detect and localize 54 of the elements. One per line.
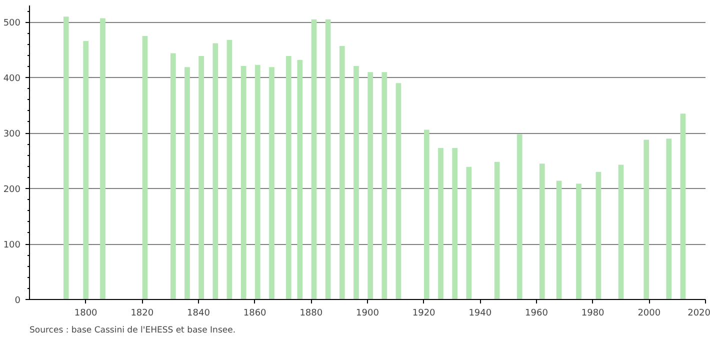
x-tick-label: 1900 — [356, 308, 380, 318]
bar — [184, 67, 190, 300]
y-tick-label: 500 — [3, 18, 21, 29]
bar — [226, 40, 232, 300]
bar — [286, 56, 292, 300]
y-tick-label: 100 — [3, 240, 21, 251]
bar — [666, 138, 672, 300]
y-tick-label: 400 — [3, 74, 21, 84]
source-note: Sources : base Cassini de l'EHESS et base Insee. — [30, 326, 236, 336]
x-tick-label: 1800 — [74, 308, 98, 318]
bar — [63, 16, 69, 300]
bar — [170, 53, 176, 300]
bar — [142, 36, 148, 300]
x-tick-label: 1860 — [243, 308, 267, 318]
x-tick-label: 1840 — [187, 308, 210, 318]
bar — [339, 46, 345, 300]
bar — [297, 60, 303, 300]
x-tick-label: 1960 — [525, 308, 548, 318]
bar — [83, 41, 89, 300]
bar — [382, 72, 388, 300]
bar — [311, 19, 317, 300]
x-tick-label: 1980 — [581, 308, 605, 318]
bar — [576, 184, 582, 300]
x-tick-label: 2000 — [638, 308, 661, 318]
y-tick-label: 0 — [14, 296, 21, 306]
bar — [212, 43, 218, 300]
bar — [100, 18, 106, 300]
y-tick-label: 200 — [3, 185, 21, 196]
bar — [254, 64, 260, 300]
y-tick-label: 300 — [3, 130, 21, 140]
x-tick-label: 1820 — [130, 308, 154, 318]
bar — [596, 172, 602, 300]
bar — [516, 134, 522, 300]
bar — [198, 56, 204, 300]
bar — [644, 140, 650, 300]
x-tick-label: 2020 — [688, 308, 710, 318]
bar — [618, 164, 624, 300]
bar — [556, 180, 562, 300]
bar — [269, 67, 274, 300]
bar — [466, 166, 472, 300]
bar — [368, 72, 373, 300]
x-tick-label: 1940 — [468, 308, 492, 318]
bar — [424, 130, 430, 300]
bar — [240, 66, 246, 300]
x-tick-label: 1920 — [412, 308, 436, 318]
bar — [452, 148, 458, 300]
bar — [680, 114, 686, 300]
bar — [539, 164, 545, 300]
bar — [354, 66, 359, 300]
x-tick-label: 1880 — [300, 308, 323, 318]
bar — [494, 162, 500, 300]
bar — [396, 83, 402, 300]
bar — [438, 148, 444, 300]
bar — [325, 19, 331, 300]
